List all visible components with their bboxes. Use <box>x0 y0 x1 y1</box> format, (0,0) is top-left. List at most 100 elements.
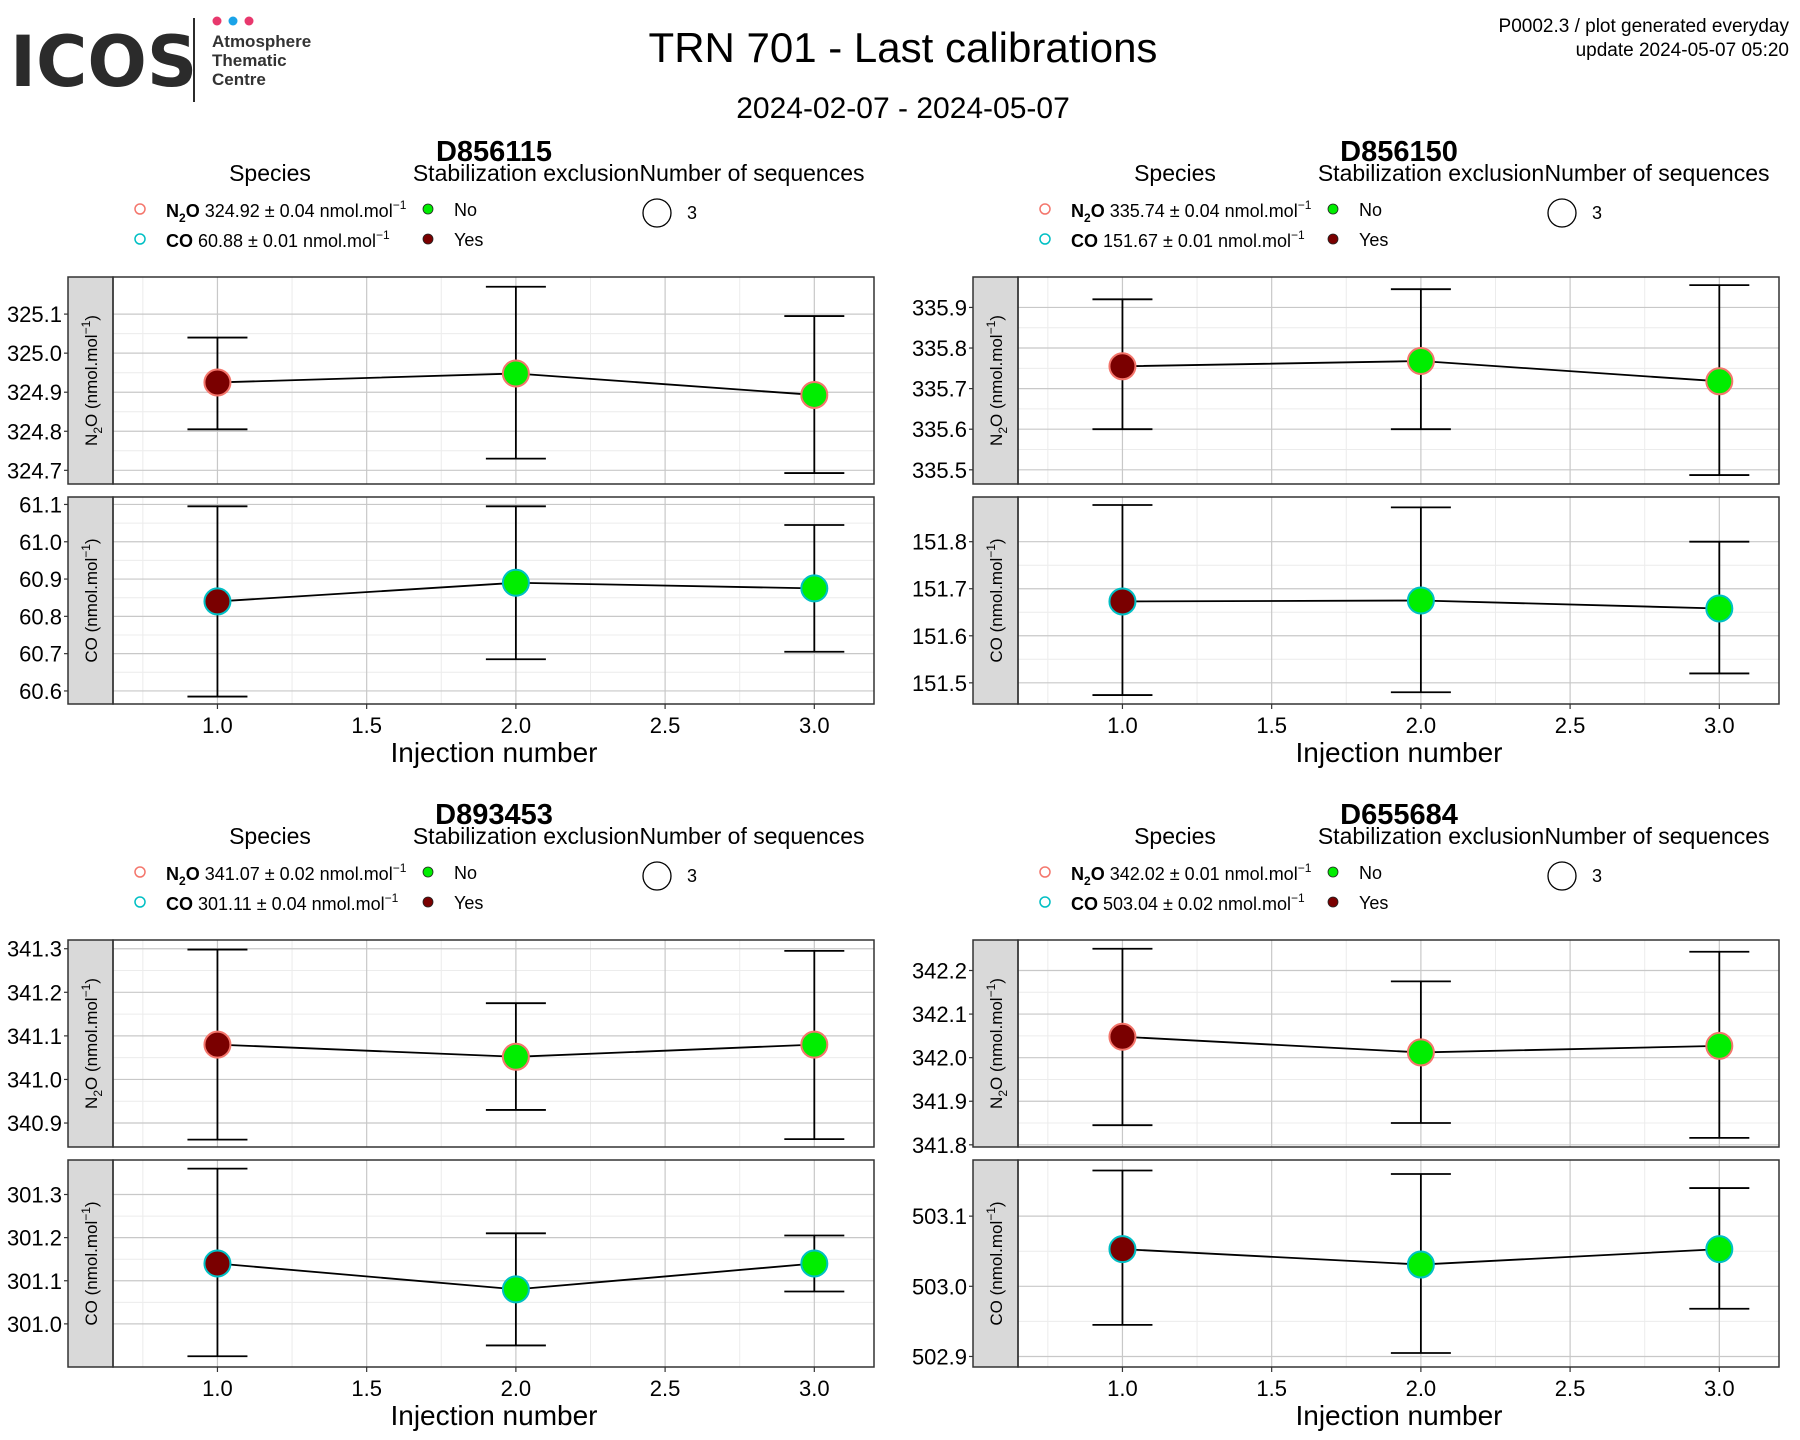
facet-strip-label: N2O (nmol.mol−1) <box>79 978 105 1109</box>
data-point-co <box>203 587 232 616</box>
y-tick-label: 151.6 <box>912 624 967 649</box>
data-point-n2o <box>800 1030 829 1059</box>
y-tick-label: 503.1 <box>912 1204 967 1229</box>
data-point-n2o <box>1406 1038 1435 1067</box>
legend-title-species: Species <box>229 160 311 186</box>
y-tick-label: 60.7 <box>19 642 62 667</box>
legend-stabilization: No Yes <box>422 200 483 250</box>
legend-title-sequences: Number of sequences <box>639 160 864 186</box>
facet-strip-label: CO (nmol.mol−1) <box>984 538 1006 662</box>
y-tick-label: 342.1 <box>912 1002 967 1027</box>
icos-logo: ICOS Atmosphere Thematic Centre <box>10 16 311 103</box>
y-tick-label: 335.8 <box>912 336 967 361</box>
y-tick-label: 341.8 <box>912 1133 967 1158</box>
logo-subtitle-line-1: Atmosphere <box>212 32 311 51</box>
x-axis: 1.0 1.5 2.0 2.5 3.0 <box>1107 704 1735 738</box>
legend-key-sequences <box>1547 198 1577 228</box>
cylinder-title: D856115 <box>436 136 552 168</box>
x-axis-label: Injection number <box>390 1400 597 1431</box>
x-axis-label: Injection number <box>390 737 597 768</box>
data-point-co <box>501 568 530 597</box>
y-tick-label: 61.0 <box>19 530 62 555</box>
logo-wordmark: ICOS <box>10 21 197 103</box>
facet-n2o: 335.5 335.6 335.7 335.8 335.9 N2O (nmol.mol−1… <box>912 276 1780 485</box>
y-tick-label: 301.1 <box>7 1269 62 1294</box>
facet-n2o: 341.8 341.9 342.0 342.1 342.2 N2O (nmol.mol−1… <box>912 939 1780 1158</box>
legend-species: N2O 342.02 ± 0.01 nmol.mol−1 CO 503.04 ± … <box>1039 861 1312 914</box>
legend-entry-co: CO 60.88 ± 0.01 nmol.mol−1 <box>166 228 390 251</box>
facet-frame <box>112 276 875 485</box>
facet-strip <box>972 496 1019 705</box>
update-timestamp: update 2024-05-07 05:20 <box>1576 40 1789 61</box>
y-tick-label: 324.7 <box>7 458 62 483</box>
legend-key-n2o <box>134 866 146 878</box>
data-point-co <box>1406 586 1435 615</box>
legend-label-sequences: 3 <box>687 866 697 886</box>
legend-key-co <box>1039 896 1051 908</box>
y-tick-label: 151.7 <box>912 577 967 602</box>
x-tick-label: 1.0 <box>202 713 233 738</box>
legend-label-no: No <box>1359 200 1382 220</box>
data-point-n2o <box>1705 367 1734 396</box>
x-axis: 1.0 1.5 2.0 2.5 3.0 <box>202 1367 830 1401</box>
legend-key-co <box>134 233 146 245</box>
logo-dot-1 <box>212 16 222 26</box>
y-tick-label: 325.1 <box>7 302 62 327</box>
legend-sequences: 3 <box>1547 861 1602 891</box>
y-tick-label: 341.0 <box>7 1067 62 1092</box>
legend-key-sequences <box>642 198 672 228</box>
facet-frame <box>1017 276 1780 485</box>
legend-key-no <box>422 866 434 878</box>
x-tick-label: 2.5 <box>1555 1376 1586 1401</box>
legend-label-yes: Yes <box>1359 893 1388 913</box>
y-tick-label: 61.1 <box>19 492 62 517</box>
y-tick-label: 60.6 <box>19 679 62 704</box>
x-tick-label: 1.0 <box>1107 1376 1138 1401</box>
y-tick-label: 335.6 <box>912 417 967 442</box>
facet-background <box>1018 940 1779 1147</box>
y-tick-label: 335.5 <box>912 458 967 483</box>
legend-key-yes <box>422 233 434 245</box>
x-tick-label: 1.0 <box>202 1376 233 1401</box>
legend-key-yes <box>1327 896 1339 908</box>
y-tick-label: 340.9 <box>7 1111 62 1136</box>
y-tick-label: 502.9 <box>912 1344 967 1369</box>
legend-sequences: 3 <box>1547 198 1602 228</box>
x-axis: 1.0 1.5 2.0 2.5 3.0 <box>202 704 830 738</box>
x-tick-label: 3.0 <box>799 1376 830 1401</box>
legend-label-yes: Yes <box>454 230 483 250</box>
data-point-co <box>800 574 829 603</box>
facet-co: 301.0 301.1 301.2 301.3 CO (nmol.mol−1) <box>7 1159 875 1368</box>
legend-species: N2O 335.74 ± 0.04 nmol.mol−1 CO 151.67 ± … <box>1039 198 1312 251</box>
x-tick-label: 2.5 <box>1555 713 1586 738</box>
facet-strip <box>67 939 114 1148</box>
panel-d856150: D856150 Species Stabilization exclusion Num… <box>912 136 1780 768</box>
facet-background <box>113 940 874 1147</box>
x-tick-label: 2.0 <box>1406 713 1437 738</box>
facet-n2o: 340.9 341.0 341.1 341.2 341.3 N2O (nmol.mol−1… <box>7 937 875 1148</box>
legend-label-sequences: 3 <box>687 203 697 223</box>
legend-title-stabilization: Stabilization exclusion <box>1318 160 1544 186</box>
data-point-n2o <box>501 1042 530 1071</box>
x-tick-label: 1.5 <box>1256 713 1287 738</box>
legend-key-sequences <box>642 861 672 891</box>
x-tick-label: 3.0 <box>1704 713 1735 738</box>
data-point-co <box>1108 587 1137 616</box>
y-tick-label: 60.8 <box>19 604 62 629</box>
facet-strip <box>67 276 114 485</box>
legend-key-n2o <box>1039 866 1051 878</box>
data-point-co <box>1705 594 1734 623</box>
data-point-co <box>203 1249 232 1278</box>
legend-key-n2o <box>1039 203 1051 215</box>
data-point-co <box>1705 1235 1734 1264</box>
x-tick-label: 2.5 <box>650 1376 681 1401</box>
plot-info: P0002.3 / plot generated everyday <box>1499 16 1790 37</box>
y-tick-label: 341.9 <box>912 1089 967 1114</box>
legend-species: N2O 341.07 ± 0.02 nmol.mol−1 CO 301.11 ± … <box>134 861 407 914</box>
logo-dot-2 <box>228 16 238 26</box>
data-point-n2o <box>203 368 232 397</box>
legend-key-no <box>422 203 434 215</box>
facet-frame <box>1017 939 1780 1148</box>
legend-stabilization: No Yes <box>1327 200 1388 250</box>
